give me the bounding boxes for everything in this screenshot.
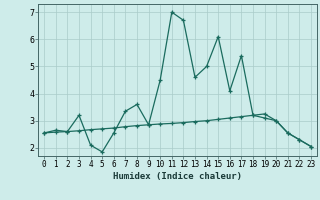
- X-axis label: Humidex (Indice chaleur): Humidex (Indice chaleur): [113, 172, 242, 181]
